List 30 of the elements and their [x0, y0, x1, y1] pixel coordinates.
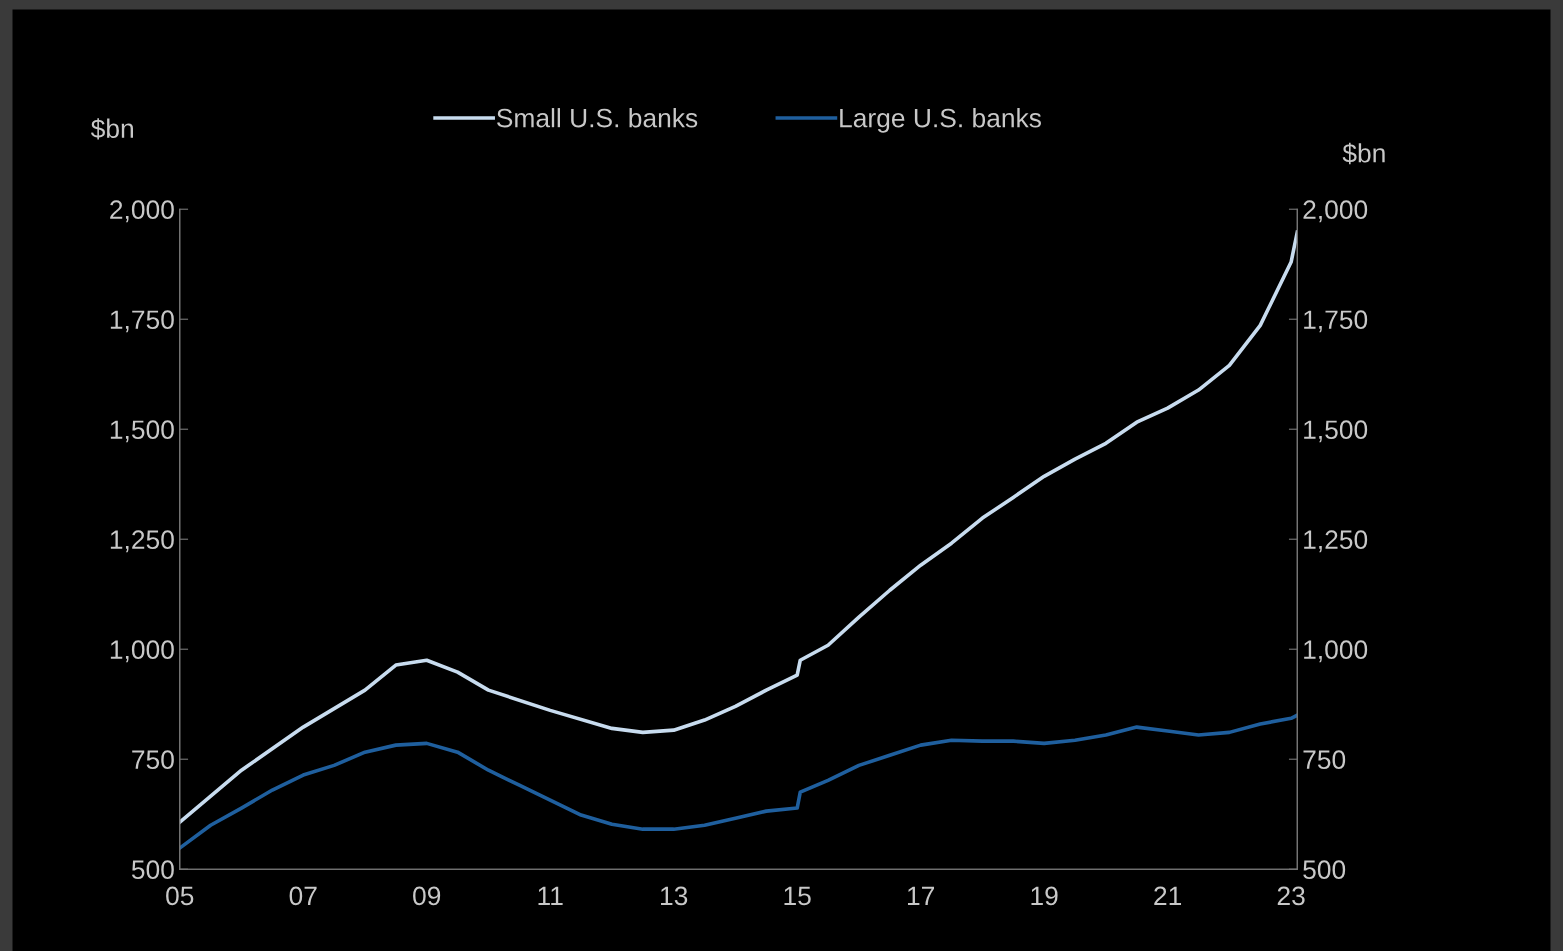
y-tick-label: 1,250: [110, 530, 174, 553]
y2-tick-label: 1,750: [1304, 310, 1368, 333]
x-tick-label: 23: [1277, 886, 1305, 906]
y-tick-label: 750: [132, 750, 174, 770]
x-tick-label: 05: [166, 886, 194, 906]
x-tick-label: 09: [413, 886, 441, 906]
x-tick-label: 13: [661, 886, 688, 906]
x-tick-label: 15: [784, 886, 811, 906]
y2-tick-label: 1,250: [1304, 530, 1368, 553]
x-tick-label: 17: [908, 886, 935, 905]
y-tick-label: 2,000: [110, 200, 174, 223]
line-series: [179, 230, 1298, 824]
x-tick-label: 11: [538, 886, 563, 905]
y-tick-label: 500: [131, 860, 174, 880]
x-tick-label: 21: [1154, 886, 1182, 905]
line-series: [179, 713, 1298, 850]
y-axis-title: $bn: [90, 118, 133, 140]
y2-tick-label: 2,000: [1303, 200, 1368, 223]
y-tick-label: 1,500: [110, 420, 174, 443]
legend-label: Small U.S. banks: [497, 108, 698, 128]
y-tick-label: 1,750: [110, 310, 174, 333]
x-tick-label: 19: [1031, 886, 1058, 906]
y-tick-label: 1,000: [110, 640, 174, 663]
y2-axis-title: $bn: [1342, 142, 1385, 165]
y2-tick-label: 1,000: [1304, 640, 1368, 663]
y2-tick-label: 1,500: [1304, 420, 1368, 443]
x-tick-label: 07: [289, 886, 317, 906]
legend-label: Large U.S. banks: [840, 108, 1041, 133]
y2-tick-label: 750: [1303, 750, 1346, 770]
y2-tick-label: 500: [1303, 860, 1346, 880]
